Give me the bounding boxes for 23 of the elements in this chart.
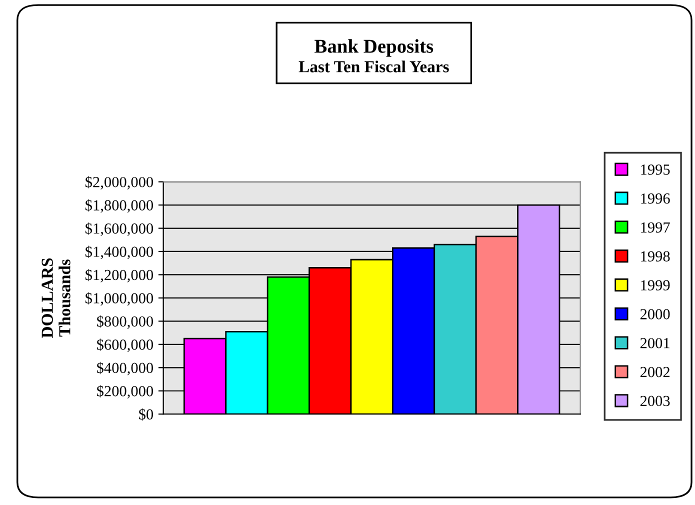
y-tick-label: $1,600,000	[86, 222, 154, 236]
y-tick-label: $200,000	[96, 385, 154, 399]
legend-label: 1998	[641, 251, 670, 262]
chart-subtitle: Last Ten Fiscal Years	[298, 60, 449, 72]
legend-label: 2002	[640, 366, 670, 378]
legend-label: 1996	[641, 193, 670, 204]
legend-label: 2003	[640, 396, 670, 406]
y-tick-label: $1,400,000	[86, 246, 154, 260]
y-tick-label: $800,000	[96, 315, 154, 329]
legend-label: 2000	[640, 309, 670, 320]
y-axis-title: DOLLARS Thousands	[42, 258, 70, 338]
y-tick-label: $1,000,000	[86, 292, 154, 306]
y-tick-label: $1,800,000	[86, 199, 154, 213]
legend-label: 1995	[641, 164, 670, 175]
y-tick-label: $400,000	[96, 362, 154, 376]
legend-label: 1997	[641, 222, 670, 233]
legend-label: 1999	[641, 280, 670, 290]
y-tick-label: $600,000	[96, 338, 154, 352]
y-tick-label: $1,200,000	[86, 268, 154, 282]
chart-title: Bank Deposits	[314, 39, 434, 57]
y-tick-label: $2,000,000	[86, 176, 154, 190]
y-tick-label: $0	[138, 408, 154, 421]
legend-label: 2001	[640, 338, 670, 348]
